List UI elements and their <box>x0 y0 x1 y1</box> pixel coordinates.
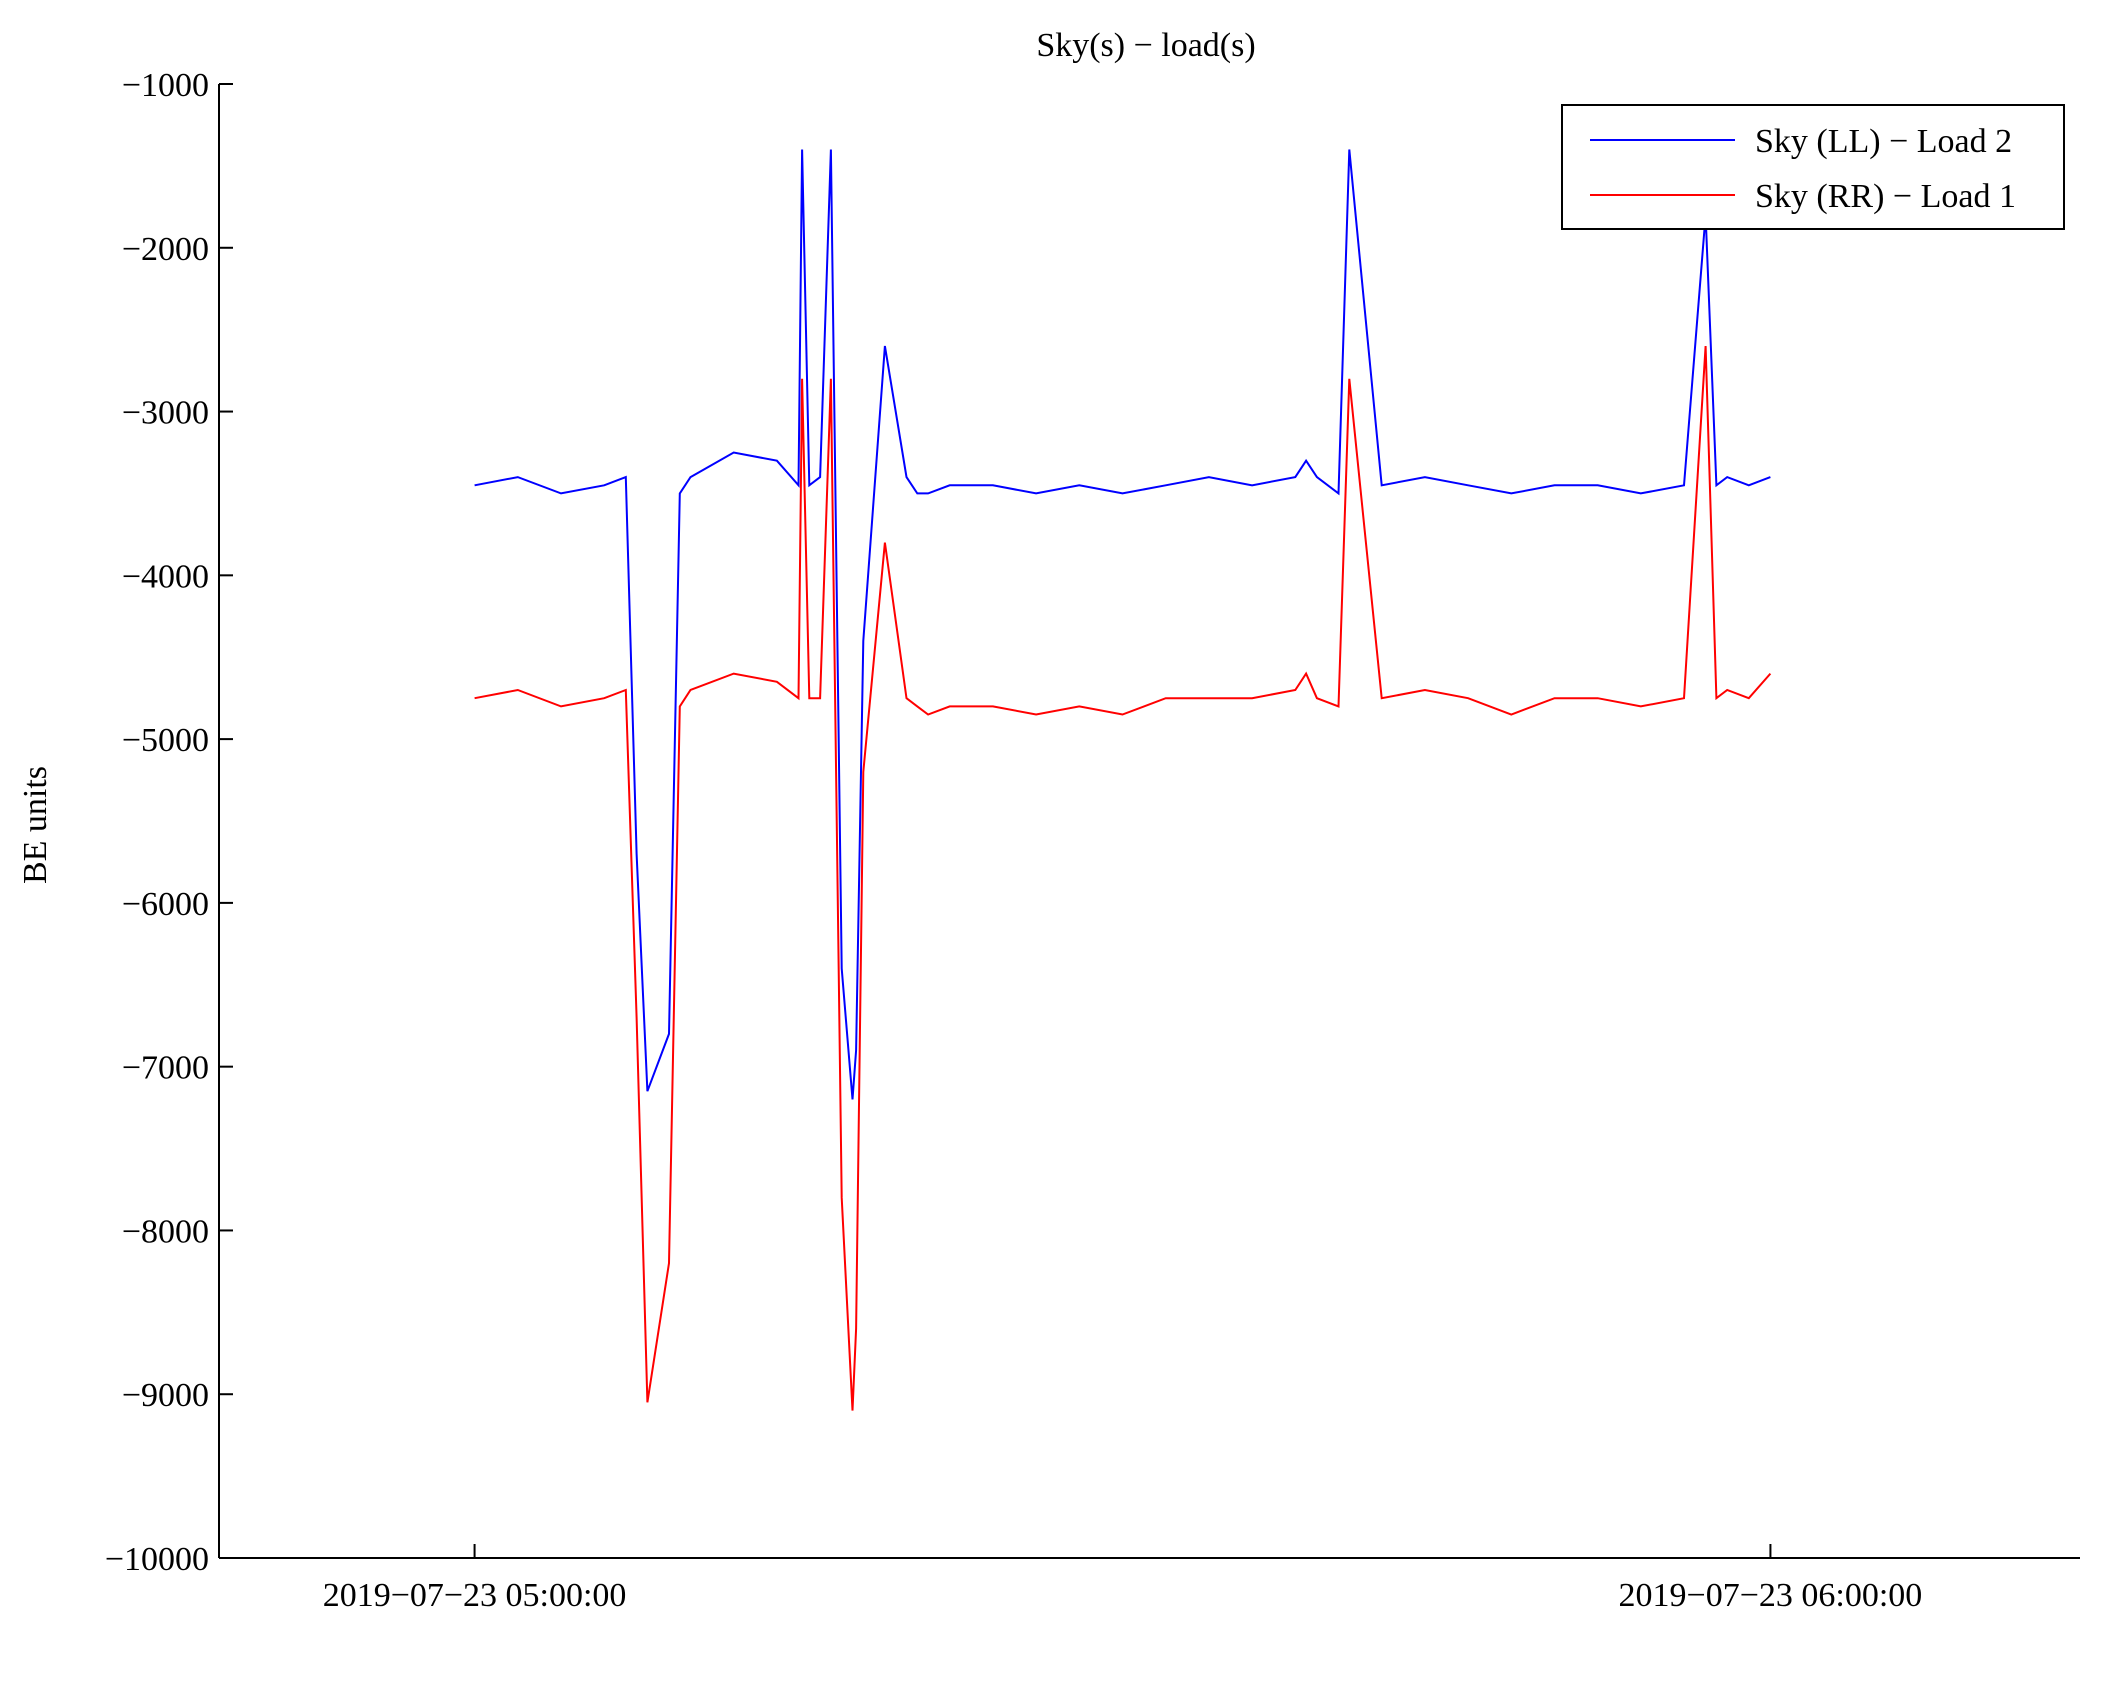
series-line-sky-ll <box>474 149 1771 1100</box>
y-tick-label: −7000 <box>122 1050 209 1087</box>
series-line-sky-rr <box>474 345 1772 1411</box>
plot-area <box>474 149 1772 1411</box>
legend-label-rr: Sky (RR) − Load 1 <box>1755 178 2016 215</box>
y-ticks: −1000 −2000 −3000 −4000 −5000 −6000 −7000 −8000… <box>105 67 233 1578</box>
y-tick-label: −10000 <box>105 1541 209 1578</box>
y-tick-label: −1000 <box>122 67 209 104</box>
legend: Sky (LL) − Load 2 Sky (RR) − Load 1 <box>1561 104 2065 230</box>
legend-label-ll: Sky (LL) − Load 2 <box>1755 123 2012 160</box>
y-tick-label: −5000 <box>122 722 209 759</box>
x-ticks: 2019−07−23 05:00:00 2019−07−23 06:00:00 <box>323 1544 1923 1614</box>
x-tick-label: 2019−07−23 06:00:00 <box>1619 1577 1923 1614</box>
y-tick-label: −6000 <box>122 886 209 923</box>
legend-box <box>1561 104 2065 230</box>
y-tick-label: −8000 <box>122 1213 209 1250</box>
y-tick-label: −2000 <box>122 231 209 268</box>
y-tick-label: −3000 <box>122 395 209 432</box>
y-tick-label: −4000 <box>122 558 209 595</box>
chart-title: Sky(s) − load(s) <box>1036 27 1255 64</box>
x-tick-label: 2019−07−23 05:00:00 <box>323 1577 627 1614</box>
y-axis-label: BE units <box>17 766 54 884</box>
y-tick-label: −9000 <box>122 1377 209 1414</box>
